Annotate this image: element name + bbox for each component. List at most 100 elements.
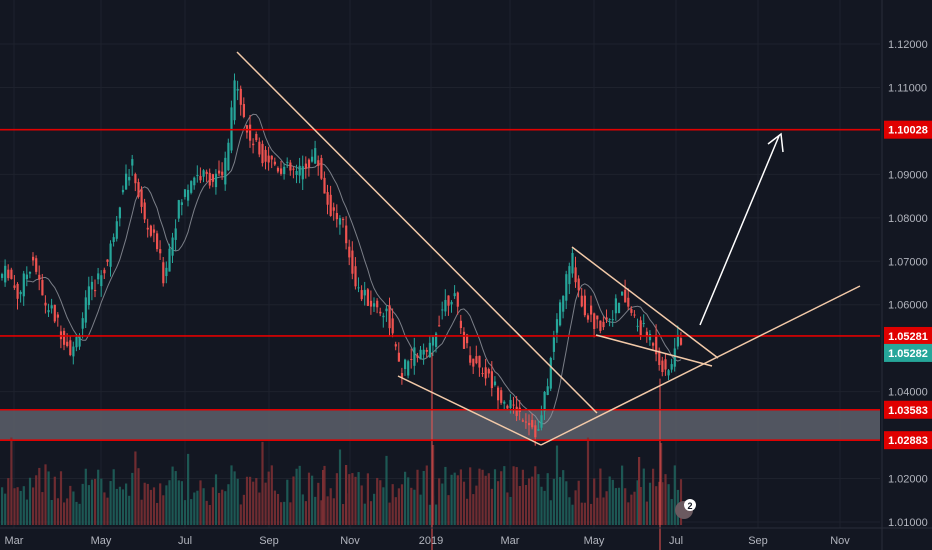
x-tick-label: Nov (340, 535, 360, 547)
volume-bar (149, 489, 152, 525)
level-badge-label: 1.02883 (888, 435, 928, 447)
price-axis: 1.12000 1.11000 1.09000 1.08000 1.07000 1.060… (888, 39, 928, 529)
volume-bar (373, 493, 376, 525)
candle-body (106, 259, 109, 262)
candle-body (66, 341, 69, 346)
volume-bar (493, 469, 497, 525)
volume-bar (292, 476, 295, 525)
volume-bar (97, 469, 100, 525)
volume-bar (171, 466, 174, 525)
volume-bar (481, 469, 484, 525)
candle-body (360, 290, 363, 300)
volume-bar (255, 478, 258, 525)
volume-bar (264, 482, 267, 525)
volume-bar (521, 469, 524, 525)
candle-body (580, 295, 583, 307)
level-badge (884, 120, 932, 139)
volume-bar (276, 493, 280, 525)
candle-body (174, 228, 177, 240)
candle-body (35, 258, 38, 272)
volume-bar (562, 470, 565, 525)
volume-bar (503, 466, 506, 525)
volume-bar (484, 475, 487, 525)
candle-body (562, 295, 565, 312)
candle-body (190, 181, 193, 193)
candle-body (7, 269, 10, 279)
volume-bar (617, 487, 621, 525)
candle-body (214, 173, 218, 188)
x-tick-label: Jul (178, 535, 192, 547)
candle-body (531, 419, 534, 428)
y-tick-label: 1.01000 (888, 517, 928, 529)
volume-bar (35, 475, 38, 525)
volume-bar (112, 469, 115, 525)
volume-bar (621, 465, 624, 525)
x-tick-label: Sep (259, 535, 279, 547)
candle-body (422, 349, 425, 355)
candle-body (497, 387, 500, 401)
candle-body (143, 202, 146, 220)
volume-bar (1, 487, 4, 525)
candle-body (261, 143, 264, 164)
candle-body (534, 425, 537, 438)
volume-bar (407, 477, 410, 525)
candle-body (118, 207, 121, 219)
last-price-label: 1.05282 (888, 348, 928, 360)
volume-bar (199, 480, 202, 525)
volume-bar (146, 483, 149, 525)
volume-bar (211, 487, 214, 525)
candle-body (81, 318, 84, 329)
y-tick-label: 1.09000 (888, 169, 928, 181)
candle-body (515, 406, 518, 416)
volume-bar (156, 502, 159, 525)
volume-bar (335, 473, 338, 525)
price-badges: 1.10028 1.05281 1.03583 1.02883 1.05282 2 (675, 120, 932, 519)
volume-bar (673, 465, 676, 525)
volume-bar (630, 494, 633, 525)
volume-bar (168, 480, 171, 525)
candle-body (47, 310, 50, 313)
candle-body (267, 155, 270, 163)
candle-body (528, 422, 531, 426)
volume-bar (59, 471, 63, 525)
volume-bar (490, 488, 493, 525)
volume-bar (314, 496, 317, 525)
candle-body (602, 321, 605, 328)
candle-body (44, 302, 47, 306)
candle-body (264, 149, 267, 162)
level-badge-label: 1.03583 (888, 405, 928, 417)
candle-body (32, 256, 35, 261)
candle-body (245, 125, 249, 133)
volume-bar (534, 466, 537, 525)
candle-body (425, 349, 428, 352)
notification-count: 2 (687, 501, 692, 511)
candle-body (500, 390, 503, 403)
volume-bar (652, 468, 655, 525)
volume-bar (528, 478, 531, 525)
candle-body (642, 323, 645, 325)
candle-body (388, 305, 391, 329)
volume-bar (497, 481, 500, 525)
volume-bar (475, 485, 478, 525)
volume-bar (624, 488, 627, 525)
candle-body (193, 177, 196, 186)
volume-bar (298, 465, 301, 525)
candle-body (50, 305, 53, 309)
candle-body (593, 313, 596, 329)
candle-body (25, 274, 28, 280)
candle-body (419, 349, 422, 360)
candle-body (627, 297, 630, 307)
volume-bar (81, 483, 84, 525)
volume-bar (599, 468, 602, 525)
volume-bar (162, 495, 165, 525)
candles (1, 73, 683, 550)
level-badge (884, 326, 932, 345)
level-badge-label: 1.05281 (888, 331, 928, 343)
volume-bar (267, 471, 270, 525)
candle-body (103, 269, 106, 274)
candle-body (286, 161, 289, 163)
volume-bar (382, 487, 385, 525)
candle-body (224, 157, 227, 185)
candle-body (363, 289, 366, 296)
